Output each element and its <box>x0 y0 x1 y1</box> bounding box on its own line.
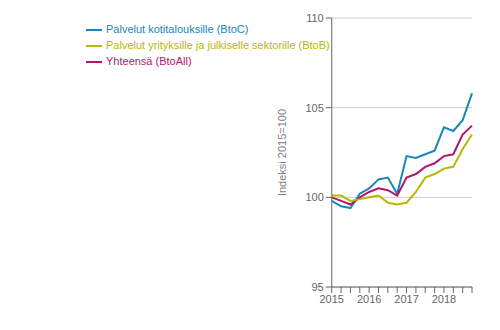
svg-text:110: 110 <box>306 12 324 24</box>
svg-text:95: 95 <box>312 281 324 293</box>
html-text:Yhteensä (BtoAll): Yhteensä (BtoAll) <box>106 55 192 68</box>
svg-text:2017: 2017 <box>394 293 418 305</box>
svg-text:2016: 2016 <box>357 293 381 305</box>
svg-text:2015: 2015 <box>320 293 344 305</box>
svg-text:105: 105 <box>305 102 323 114</box>
svg-text:2018: 2018 <box>432 293 456 305</box>
svg-text:100: 100 <box>305 191 323 203</box>
html-text:Palvelut yrityksille ja julkis: Palvelut yrityksille ja julkiselle sekto… <box>106 39 330 52</box>
svg-text:Indeksi 2015=100: Indeksi 2015=100 <box>276 109 288 196</box>
html-text:Palvelut kotitalouksille (BtoC: Palvelut kotitalouksille (BtoC) <box>106 23 249 35</box>
